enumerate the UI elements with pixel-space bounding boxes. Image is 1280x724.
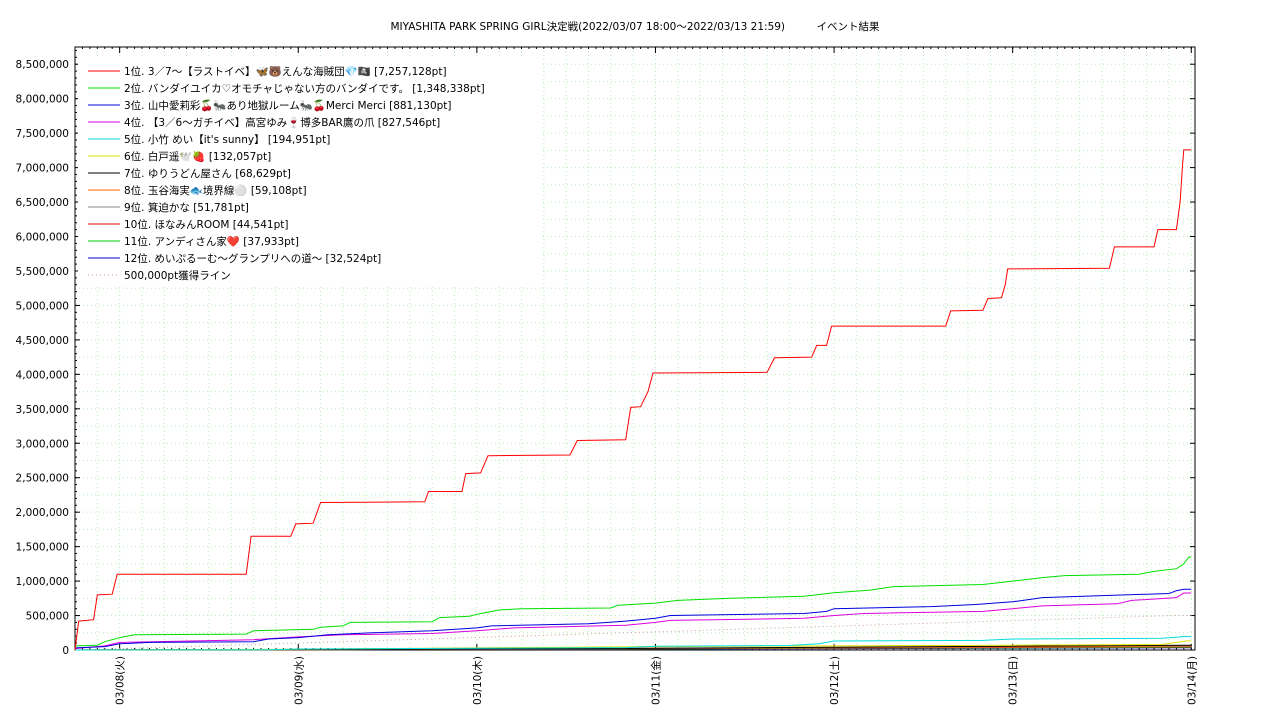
y-tick-label: 6,500,000 bbox=[16, 197, 69, 209]
legend-label: 9位. 箕迫かな [51,781pt] bbox=[124, 201, 249, 214]
series-line-5 bbox=[74, 636, 1192, 651]
x-tick-label: 03/09(水) bbox=[293, 656, 305, 705]
legend-label: 500,000pt獲得ライン bbox=[124, 269, 231, 282]
plot-frame bbox=[74, 46, 1196, 651]
y-tick-label: 3,500,000 bbox=[16, 404, 69, 416]
y-tick-label: 6,000,000 bbox=[16, 232, 69, 244]
y-tick-label: 500,000 bbox=[26, 611, 69, 623]
series-line-3 bbox=[74, 588, 1192, 649]
y-tick-label: 7,500,000 bbox=[16, 128, 69, 140]
legend-label: 7位. ゆりうどん屋さん [68,629pt] bbox=[124, 167, 291, 180]
y-tick-label: 8,500,000 bbox=[16, 59, 69, 71]
axis-layer: 0 500,000 1,000,000 1,500,000 2,000,000 2,500… bbox=[16, 46, 1198, 705]
y-tick-label: 1,500,000 bbox=[16, 542, 69, 554]
legend-label: 10位. ほなみんROOM [44,541pt] bbox=[124, 218, 288, 231]
y-tick-label: 3,000,000 bbox=[16, 438, 69, 450]
legend-label: 6位. 白戸遥🕊️🍓 [132,057pt] bbox=[124, 150, 271, 163]
legend-label: 4位. 【3／6〜ガチイベ】高宮ゆみ🍷博多BAR鷹の爪 [827,546pt] bbox=[124, 116, 440, 129]
y-tick-label: 5,000,000 bbox=[16, 300, 69, 312]
y-tick-label: 4,500,000 bbox=[16, 335, 69, 347]
x-tick-label: 03/14(月) bbox=[1186, 656, 1198, 705]
series-layer bbox=[74, 149, 1192, 651]
y-tick-label: 2,000,000 bbox=[16, 507, 69, 519]
legend-label: 1位. 3／7〜【ラストイベ】🦋🐻えんな海賊団💎🏴‍☠️ [7,257,128p… bbox=[124, 65, 447, 78]
y-tick-label: 2,500,000 bbox=[16, 473, 69, 485]
y-tick-label: 0 bbox=[62, 645, 69, 657]
legend-label: 11位. アンディさん家❤️ [37,933pt] bbox=[124, 235, 299, 248]
legend: 1位. 3／7〜【ラストイベ】🦋🐻えんな海賊団💎🏴‍☠️ [7,257,128p… bbox=[78, 58, 543, 284]
series-line-1 bbox=[74, 149, 1192, 651]
y-tick-label: 4,000,000 bbox=[16, 369, 69, 381]
chart-title: MIYASHITA PARK SPRING GIRL決定戦(2022/03/07… bbox=[390, 20, 880, 33]
legend-label: 3位. 山中愛莉彩🍒🐜あり地獄ルーム🐜🍒Merci Merci [881,130… bbox=[124, 99, 452, 112]
series-line-7 bbox=[74, 644, 1192, 651]
x-tick-label: 03/13(日) bbox=[1008, 656, 1020, 705]
x-tick-label: 03/08(火) bbox=[115, 656, 127, 705]
legend-label: 5位. 小竹 めい【it's sunny】 [194,951pt] bbox=[124, 133, 330, 146]
legend-label: 12位. めいぷるーむ〜グランプリへの道〜 [32,524pt] bbox=[124, 252, 381, 265]
y-tick-label: 7,000,000 bbox=[16, 163, 69, 175]
x-tick-label: 03/11(金) bbox=[649, 656, 662, 705]
y-tick-label: 8,000,000 bbox=[16, 94, 69, 106]
legend-label: 8位. 玉谷海実🐟境界線⚪️ [59,108pt] bbox=[124, 184, 307, 197]
series-line-2 bbox=[74, 556, 1192, 647]
legend-label: 2位. バンダイユイカ♡オモチャじゃない方のバンダイです。 [1,348,338… bbox=[124, 82, 485, 95]
x-tick-label: 03/12(土) bbox=[828, 656, 841, 705]
y-tick-label: 1,000,000 bbox=[16, 576, 69, 588]
x-tick-label: 03/10(木) bbox=[472, 656, 484, 705]
y-tick-label: 5,500,000 bbox=[16, 266, 69, 278]
legend-background bbox=[78, 58, 543, 284]
